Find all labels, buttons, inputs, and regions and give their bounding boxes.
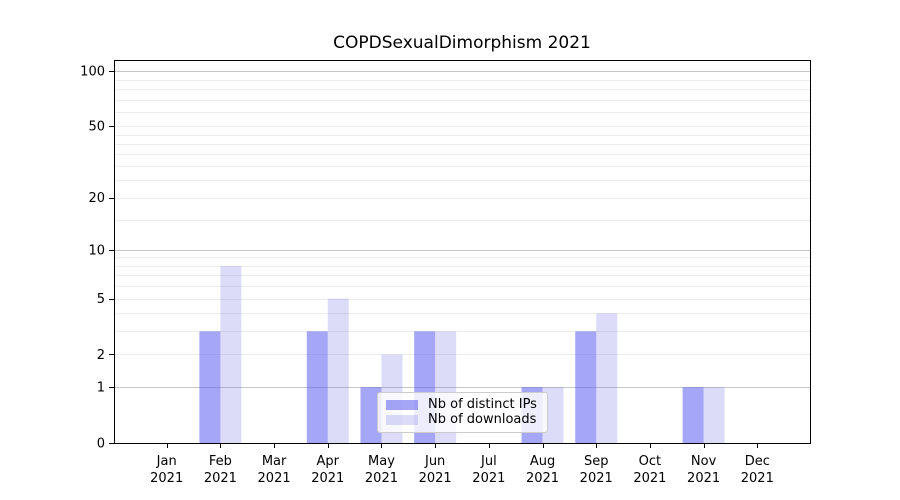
y-tick-label: 50: [88, 120, 105, 135]
chart-title: COPDSexualDimorphism 2021: [333, 33, 591, 53]
x-tick-label-year: 2021: [526, 471, 559, 486]
x-tick-label-year: 2021: [472, 471, 505, 486]
x-tick-label-month: Jul: [480, 454, 497, 469]
x-tick-label-month: Oct: [639, 454, 661, 469]
x-tick-label-year: 2021: [311, 471, 344, 486]
legend-item: Nb of downloads: [386, 413, 539, 427]
legend-swatch-downloads: [386, 415, 418, 425]
y-tick-label: 1: [97, 381, 105, 396]
legend-label: Nb of downloads: [428, 412, 537, 427]
x-tick-label-year: 2021: [365, 471, 398, 486]
gridlines: [114, 71, 810, 388]
y-tick-label: 2: [97, 348, 105, 363]
legend: Nb of distinct IPs Nb of downloads: [377, 392, 548, 433]
x-tick-label-month: May: [368, 454, 395, 469]
legend-label: Nb of distinct IPs: [428, 397, 537, 412]
x-tick-label-month: Sep: [584, 454, 609, 469]
y-tick-label: 5: [97, 292, 105, 307]
x-tick-label-month: Aug: [530, 454, 555, 469]
x-tick-label-month: Dec: [745, 454, 770, 469]
bar-distinct-ips: [682, 387, 704, 443]
x-tick-label-month: Jun: [424, 454, 445, 469]
x-tick-label-year: 2021: [633, 471, 666, 486]
y-tick-label: 20: [88, 191, 105, 206]
x-tick-label-year: 2021: [580, 471, 613, 486]
x-tick-label-year: 2021: [741, 471, 774, 486]
x-tick-label-year: 2021: [419, 471, 452, 486]
x-tick-label-year: 2021: [258, 471, 291, 486]
bar-distinct-ips: [199, 331, 221, 443]
y-tick-label: 100: [80, 65, 105, 80]
x-axis: Jan 2021 Feb 2021 Mar 2021 Apr 2021 May 2021 Jun 20…: [150, 443, 774, 486]
y-tick-label: 0: [97, 437, 105, 452]
legend-swatch-distinct-ips: [386, 400, 418, 410]
x-tick-label-year: 2021: [204, 471, 237, 486]
bar-downloads: [220, 265, 242, 443]
bar-downloads: [703, 387, 725, 443]
x-tick-label-month: Jan: [156, 454, 177, 469]
bar-distinct-ips: [360, 387, 382, 443]
y-tick-label: 10: [88, 243, 105, 258]
x-tick-label-year: 2021: [687, 471, 720, 486]
legend-item: Nb of distinct IPs: [386, 398, 539, 412]
bar-distinct-ips: [575, 331, 597, 443]
bar-downloads: [327, 298, 349, 443]
x-tick-label-month: Mar: [262, 454, 287, 469]
x-tick-label-month: Feb: [209, 454, 232, 469]
bar-downloads: [596, 313, 618, 443]
x-tick-label-year: 2021: [150, 471, 183, 486]
x-tick-label-month: Apr: [317, 454, 340, 469]
y-axis: 0 1 2 5 10 20 50 100: [80, 65, 114, 452]
x-tick-label-month: Nov: [691, 454, 717, 469]
bar-distinct-ips: [306, 331, 328, 443]
plot-frame: [114, 60, 811, 444]
